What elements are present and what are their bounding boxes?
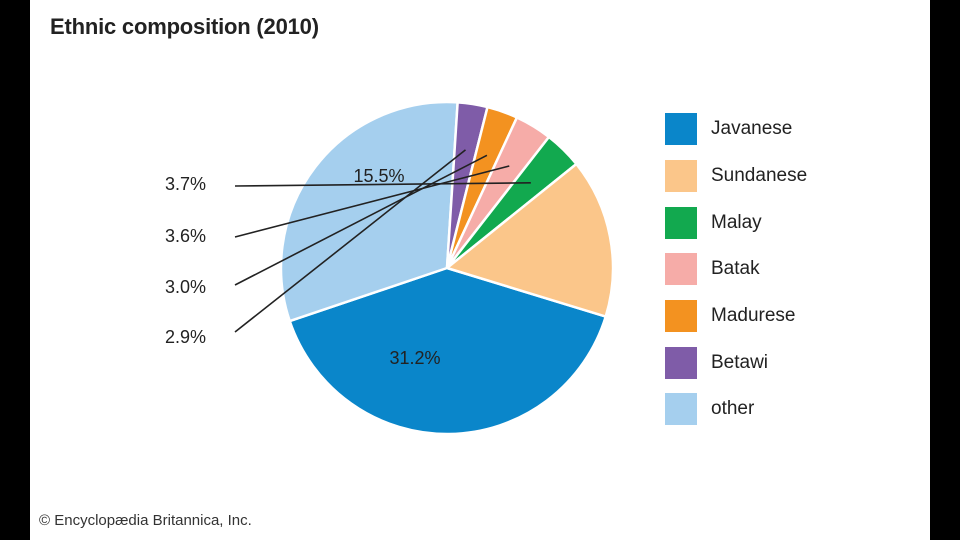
chart-canvas: Ethnic composition (2010) 40.1%31.2%2.9%… xyxy=(30,0,930,540)
pie-chart: 40.1%31.2%2.9%3.0%3.6%3.7%15.5% xyxy=(165,100,615,436)
legend-item-madurese: Madurese xyxy=(665,293,865,340)
data-label-batak: 3.6% xyxy=(165,226,206,246)
legend-swatch-javanese xyxy=(665,113,697,146)
legend-label: Malay xyxy=(711,211,762,233)
pie-slice-javanese xyxy=(288,266,607,436)
pie-slice-sundanese xyxy=(445,162,615,318)
chart-legend: Javanese Sundanese Malay Batak Madurese Betaw… xyxy=(665,106,865,433)
legend-label: Betawi xyxy=(711,351,769,373)
legend-label: other xyxy=(711,398,755,420)
chart-title: Ethnic composition (2010) xyxy=(50,14,319,39)
legend-item-malay: Malay xyxy=(665,199,865,246)
legend-item-other: other xyxy=(665,386,865,433)
legend-label: Sundanese xyxy=(711,165,808,187)
legend-swatch-sundanese xyxy=(665,160,697,193)
legend-label: Madurese xyxy=(711,305,796,327)
legend-item-sundanese: Sundanese xyxy=(665,153,865,200)
legend-swatch-malay xyxy=(665,206,697,239)
legend-swatch-betawi xyxy=(665,346,697,379)
pie-slice-other xyxy=(279,100,459,323)
leader-line-madurese xyxy=(234,154,488,286)
data-label-other: 31.2% xyxy=(389,348,440,368)
legend-label: Batak xyxy=(711,258,760,280)
legend-label: Javanese xyxy=(711,118,793,140)
leader-line-betawi xyxy=(234,149,466,333)
legend-swatch-madurese xyxy=(665,300,697,333)
copyright-credit: © Encyclopædia Britannica, Inc. xyxy=(39,512,252,529)
legend-swatch-batak xyxy=(665,253,697,286)
leader-line-batak xyxy=(234,165,510,238)
data-label-sundanese: 15.5% xyxy=(353,166,404,186)
legend-item-betawi: Betawi xyxy=(665,339,865,386)
data-label-betawi: 2.9% xyxy=(165,327,206,347)
data-label-malay: 3.7% xyxy=(165,174,206,194)
legend-item-batak: Batak xyxy=(665,246,865,293)
legend-item-javanese: Javanese xyxy=(665,106,865,153)
data-label-madurese: 3.0% xyxy=(165,277,206,297)
leader-line-malay xyxy=(234,182,531,187)
legend-swatch-other xyxy=(665,393,697,426)
